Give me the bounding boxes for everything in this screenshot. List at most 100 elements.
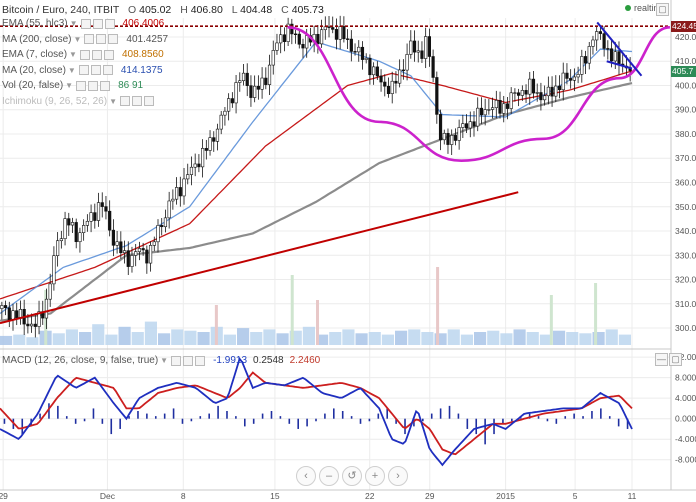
candle-body <box>78 232 82 243</box>
close-icon[interactable] <box>100 80 111 91</box>
eye-icon[interactable] <box>76 80 87 91</box>
pane-minimize-button[interactable]: — <box>655 353 668 366</box>
candle-body <box>160 225 164 228</box>
indicator-row[interactable]: EMA (7, close) ▼ 408.8560 <box>2 48 164 61</box>
indicator-value: 408.8560 <box>121 49 164 60</box>
macd-legend[interactable]: MACD (12, 26, close, 9, false, true) ▼ -… <box>2 355 320 366</box>
chevron-down-icon[interactable]: ▼ <box>67 65 76 75</box>
volume-bar <box>487 330 500 345</box>
candle-body <box>163 217 168 228</box>
settings-icon[interactable] <box>183 355 194 366</box>
ohlc-low: L 404.48 <box>231 4 273 16</box>
candle-body <box>104 206 108 212</box>
candle-body <box>238 80 242 83</box>
price-tick-label: 390.00 <box>675 105 696 115</box>
settings-icon[interactable] <box>92 18 103 29</box>
chevron-down-icon[interactable]: ▼ <box>69 50 77 59</box>
zoom-out-button[interactable]: – <box>319 466 339 486</box>
time-tick-label: 29 <box>0 491 8 501</box>
volume-bar <box>434 333 447 345</box>
price-tick-label: 300.00 <box>675 323 696 333</box>
chart-maximize-button[interactable]: ▢ <box>656 3 669 16</box>
pane-maximize-button[interactable]: ▢ <box>669 353 682 366</box>
close-icon[interactable] <box>108 34 119 44</box>
price-axis[interactable]: 300.00 310.00 320.00 330.00 340.00 350.00 360.… <box>675 32 696 333</box>
macd-name[interactable]: MACD (12, 26, close, 9, false, true) <box>2 355 159 366</box>
eye-icon[interactable] <box>171 355 182 366</box>
macd-tick-label: 4.0000 <box>675 393 696 403</box>
reset-chart-button[interactable]: ↺ <box>342 466 362 486</box>
indicator-row[interactable]: MA (20, close) ▼ 414.1375 <box>2 64 163 77</box>
close-icon[interactable] <box>195 355 206 366</box>
eye-icon[interactable] <box>78 65 89 75</box>
indicator-row[interactable]: Vol (20, false) ▼ 86 91 <box>2 79 143 92</box>
candle-body <box>11 310 15 321</box>
candle-body <box>241 72 246 82</box>
candle-body <box>379 75 383 83</box>
volume-bar <box>197 332 210 345</box>
candle-body <box>260 77 264 90</box>
settings-icon[interactable] <box>91 49 102 60</box>
indicator-row[interactable]: EMA (55, hlc3) ▼ 406.4006 <box>2 17 164 30</box>
price-tick-label: 340.00 <box>675 226 696 236</box>
chevron-down-icon[interactable]: ▼ <box>160 356 169 365</box>
volume-spike-bar <box>594 283 598 345</box>
ohlc-high: H 406.80 <box>180 4 223 16</box>
settings-icon[interactable] <box>131 96 142 106</box>
time-tick-label: 22 <box>365 491 375 501</box>
candle-body <box>479 107 484 116</box>
chevron-down-icon[interactable]: ▼ <box>73 34 82 44</box>
indicator-value: 401.4257 <box>126 33 169 45</box>
symbol-header[interactable]: Bitcoin / Euro, 240, ITBIT O 405.02 H 40… <box>2 4 324 16</box>
zoom-in-button[interactable]: + <box>365 466 385 486</box>
indicator-row[interactable]: Ichimoku (9, 26, 52, 26) ▼ <box>2 95 162 108</box>
eye-icon[interactable] <box>84 34 95 44</box>
close-icon[interactable] <box>143 96 154 106</box>
macd-tick-label: 8.0000 <box>675 373 696 383</box>
volume-bar <box>223 334 236 345</box>
indicator-name[interactable]: MA (20, close) <box>2 64 66 76</box>
indicator-name[interactable]: Ichimoku (9, 26, 52, 26) <box>2 95 108 107</box>
volume-bar <box>329 332 342 345</box>
indicator-row[interactable]: MA (200, close) ▼ 401.4257 <box>2 33 168 46</box>
indicator-name[interactable]: Vol (20, false) <box>2 80 64 91</box>
scroll-left-button[interactable]: ‹ <box>296 466 316 486</box>
candle-body <box>431 56 435 78</box>
candle-body <box>234 82 238 104</box>
candle-body <box>201 148 205 168</box>
close-icon[interactable] <box>103 49 114 60</box>
candle-body <box>546 86 550 97</box>
candle-body <box>297 33 301 45</box>
scroll-right-button[interactable]: › <box>388 466 408 486</box>
indicator-name[interactable]: EMA (55, hlc3) <box>2 18 68 29</box>
candle-body <box>178 187 182 197</box>
settings-icon[interactable] <box>88 80 99 91</box>
eye-icon[interactable] <box>80 18 91 29</box>
candle-body <box>130 255 134 267</box>
candle-body <box>576 74 580 78</box>
volume-bar <box>500 333 513 345</box>
price-tick-label: 410.00 <box>675 56 696 66</box>
time-tick-label: 5 <box>573 491 578 501</box>
candle-body <box>520 90 524 96</box>
close-icon[interactable] <box>104 18 115 29</box>
candle-body <box>3 305 8 309</box>
settings-icon[interactable] <box>90 65 101 75</box>
chevron-down-icon[interactable]: ▼ <box>65 81 74 90</box>
indicator-name[interactable]: MA (200, close) <box>2 33 72 45</box>
volume-bar <box>184 330 197 345</box>
indicator-name[interactable]: EMA (7, close) <box>2 49 68 60</box>
candle-body <box>37 311 41 327</box>
eye-icon[interactable] <box>79 49 90 60</box>
settings-icon[interactable] <box>96 34 107 44</box>
candle-body <box>223 110 227 116</box>
chevron-down-icon[interactable]: ▼ <box>109 96 117 106</box>
time-axis[interactable]: 29 Dec 8 15 22 29 2015 5 11 <box>0 489 696 501</box>
symbol-title[interactable]: Bitcoin / Euro, 240, ITBIT <box>2 4 120 16</box>
chevron-down-icon[interactable]: ▼ <box>69 19 78 28</box>
close-icon[interactable] <box>102 65 113 75</box>
candle-body <box>59 238 63 242</box>
candle-body <box>357 46 361 53</box>
eye-icon[interactable] <box>119 96 130 106</box>
